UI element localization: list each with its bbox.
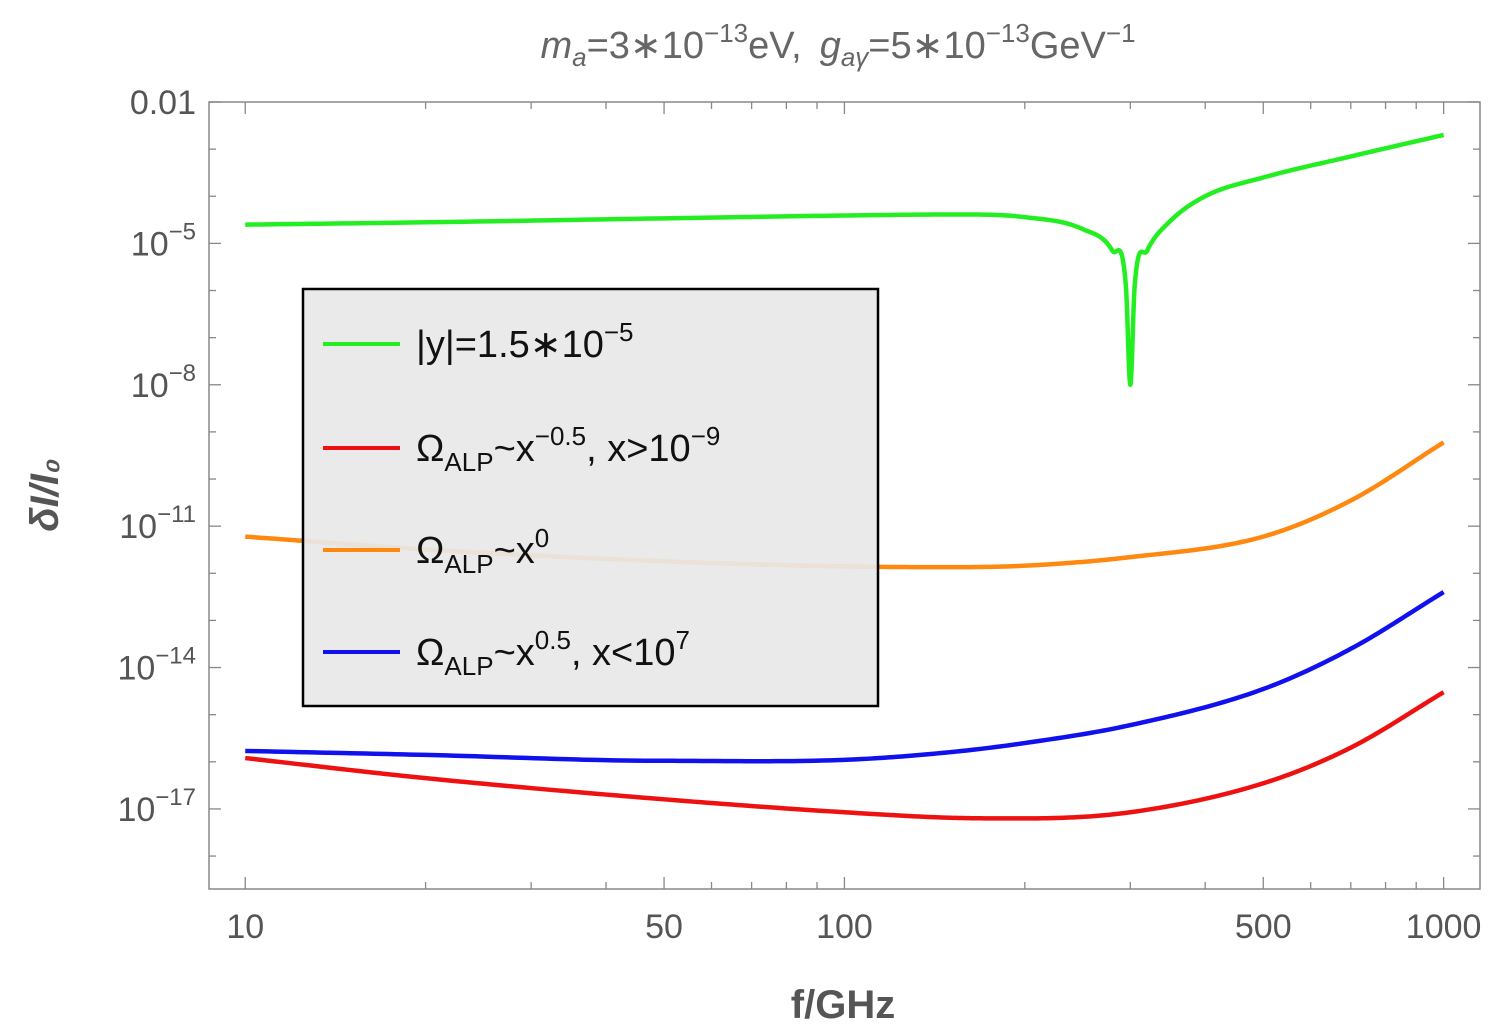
x-axis-title: f/GHz [791,983,895,1027]
legend-label-orange: ΩALP~x0 [416,523,549,579]
legend-y-name: |y|=1.5∗10 [416,324,604,366]
legend-blue-name: Ω [416,632,444,674]
y-tick-label: 10−5 [131,218,196,263]
title-g-unit: GeV [1030,25,1107,67]
title-m-sub: a [572,42,586,72]
legend-blue-tail: , x<10 [571,632,676,674]
title-g-unit-exp: −1 [1106,18,1136,48]
legend-blue-sub: ALP [444,651,493,681]
x-tick-label: 100 [816,908,873,946]
y-tick-label: 0.01 [130,84,196,122]
legend-orange-mid: ~x [494,530,535,572]
y-tick-exponent: −17 [155,784,196,811]
series-line-red [244,690,1445,821]
legend-red-mid: ~x [494,428,535,470]
x-tick-label: 50 [645,908,683,946]
legend-orange-sub: ALP [444,549,493,579]
legend-red-tail-exp: −9 [691,421,721,451]
y-tick-exponent: −8 [169,360,196,387]
y-tick-mantissa: 10 [119,508,157,546]
legend-orange-name: Ω [416,530,444,572]
legend-red-tail: , x>10 [586,428,691,470]
series-line-blue [245,590,1445,764]
x-axis-ticks: 10 50 100 500 1000 [226,102,1481,946]
y-tick-exponent: −14 [155,643,196,670]
chart-title: ma=3∗10−13eV, gaγ=5∗10−13GeV−1 [540,18,1135,72]
y-tick-mantissa: 10 [117,650,155,688]
title-g-value: =5∗10 [868,25,985,67]
y-tick-label: 10−17 [117,784,196,829]
x-tick-label: 500 [1235,908,1292,946]
y-tick-mantissa: 0.01 [130,84,196,122]
legend-blue-exp: 0.5 [535,625,571,655]
x-tick-label: 1000 [1406,908,1482,946]
legend-red-sub: ALP [444,447,493,477]
y-tick-label: 10−8 [131,360,196,405]
y-tick-mantissa: 10 [131,367,169,405]
title-g-sub: aγ [841,42,870,72]
legend: |y|=1.5∗10−5 ΩALP~x−0.5, x>10−9 ΩALP~x0 … [301,287,880,708]
y-tick-label: 10−11 [119,501,196,546]
y-tick-exponent: −5 [169,218,196,245]
title-m-symbol: m [540,25,572,67]
y-tick-mantissa: 10 [131,225,169,263]
title-m-value: =3∗10 [587,25,704,67]
y-axis-title: δI/I₀ [23,458,67,532]
legend-box [301,287,880,708]
y-tick-label: 10−14 [117,643,196,688]
legend-red-exp: −0.5 [535,421,586,451]
x-tick-label: 10 [226,908,264,946]
legend-y-exp: −5 [604,317,634,347]
title-g-exp: −13 [986,18,1030,48]
series-line-y [245,132,1445,388]
legend-blue-mid: ~x [494,632,535,674]
legend-blue-tail-exp: 7 [676,625,690,655]
title-g-symbol: g [820,25,841,67]
legend-label-y: |y|=1.5∗10−5 [416,317,634,366]
legend-label-blue: ΩALP~x0.5, x<107 [416,625,690,681]
y-tick-exponent: −11 [157,501,196,528]
legend-orange-exp: 0 [535,523,549,553]
title-m-unit: eV, [748,25,802,67]
legend-red-name: Ω [416,428,444,470]
legend-label-red: ΩALP~x−0.5, x>10−9 [416,421,720,477]
y-tick-mantissa: 10 [117,791,155,829]
title-m-exp: −13 [704,18,748,48]
